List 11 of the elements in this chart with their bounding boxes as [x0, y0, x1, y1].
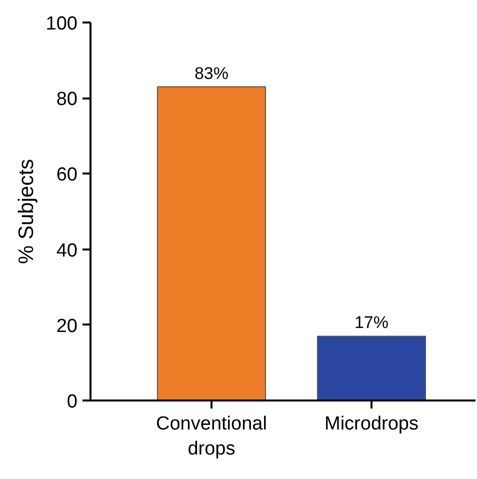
y-axis-title: % Subjects	[14, 158, 38, 264]
y-tick-label: 100	[46, 14, 78, 34]
data-label: 83%	[194, 64, 228, 83]
y-tick-label: 0	[66, 392, 78, 412]
y-tick-label: 80	[56, 89, 78, 110]
y-tick-label: 40	[56, 240, 78, 262]
data-label: 17%	[354, 313, 389, 332]
y-tick-label: 20	[56, 316, 78, 337]
x-tick-label: Conventional drops	[156, 414, 267, 460]
y-tick-label: 60	[56, 164, 78, 186]
x-tick-label: Microdrops	[324, 414, 418, 434]
